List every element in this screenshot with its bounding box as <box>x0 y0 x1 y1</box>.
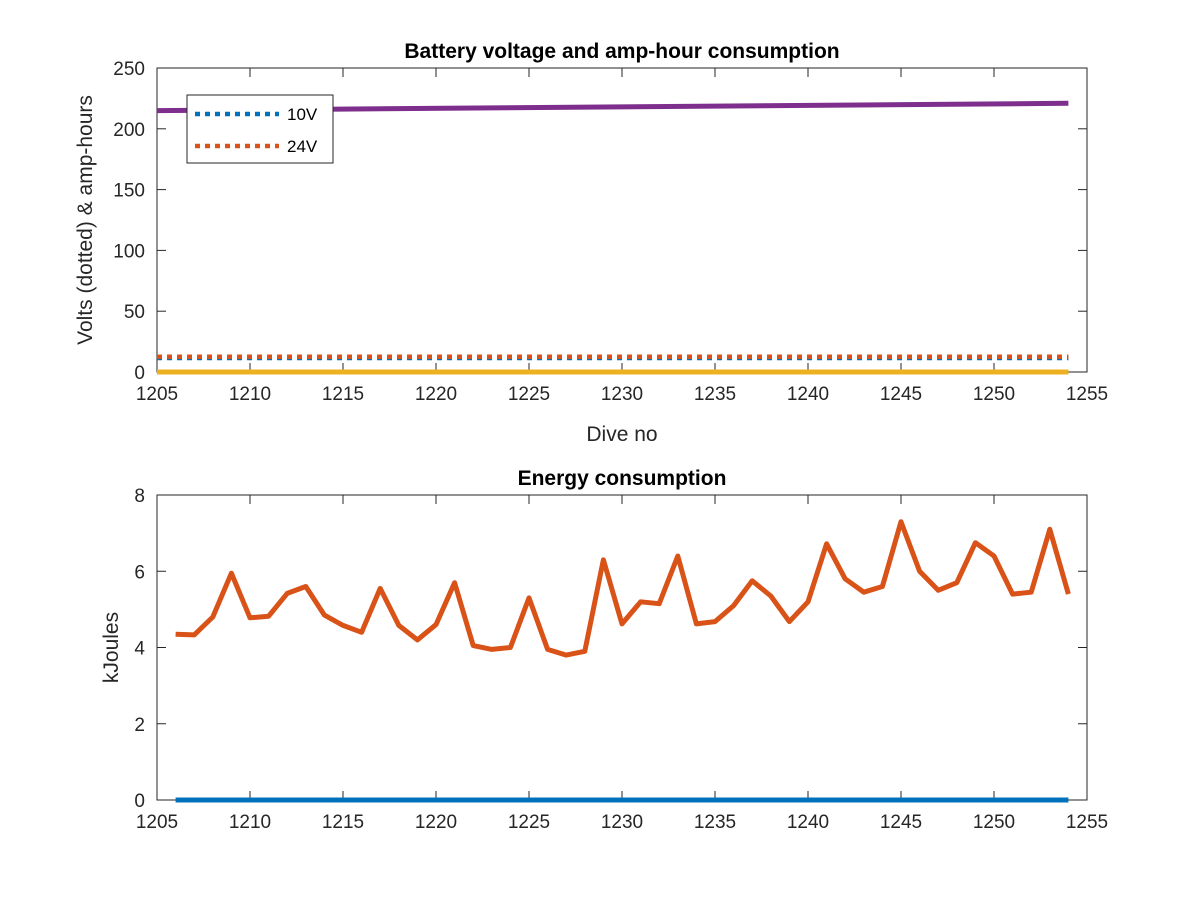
y-tick-label: 100 <box>113 241 145 262</box>
x-tick-label: 1225 <box>508 384 550 405</box>
x-tick-label: 1215 <box>322 812 364 833</box>
x-tick-label: 1235 <box>694 812 736 833</box>
chart-panel-2: 1205 1210 1215 1220 1225 1230 1235 1240 1245 1250… <box>100 467 1108 833</box>
y-tick-label: 0 <box>134 791 145 812</box>
y-tick-label: 2 <box>134 715 145 736</box>
x-tick-label: 1250 <box>973 812 1015 833</box>
y-tick-label: 4 <box>134 639 145 660</box>
x-tick-label: 1240 <box>787 812 829 833</box>
x-tick-label: 1255 <box>1066 384 1108 405</box>
x-tick-label: 1210 <box>229 384 271 405</box>
x-tick-label: 1245 <box>880 384 922 405</box>
y-tick-label: 150 <box>113 181 145 202</box>
y-tick-label: 200 <box>113 120 145 141</box>
legend-label: 24V <box>287 137 318 156</box>
x-tick-label: 1205 <box>136 812 178 833</box>
y-tick-label: 8 <box>134 486 145 507</box>
chart-title: Battery voltage and amp-hour consumption <box>404 40 839 63</box>
chart-panel-1: 1205 1210 1215 1220 1225 1230 1235 1240 1245 1250… <box>74 40 1108 446</box>
x-tick-label: 1230 <box>601 812 643 833</box>
series-line-2 <box>175 519 1071 658</box>
x-tick-label: 1245 <box>880 812 922 833</box>
chart-title: Energy consumption <box>518 467 727 490</box>
x-tick-label: 1230 <box>601 384 643 405</box>
x-tick-label: 1215 <box>322 384 364 405</box>
x-axis-label: Dive no <box>586 423 657 446</box>
y-axis-label: kJoules <box>100 612 123 683</box>
legend: 10V 24V <box>186 94 334 164</box>
x-tick-label: 1205 <box>136 384 178 405</box>
x-tick-label: 1225 <box>508 812 550 833</box>
x-tick-label: 1220 <box>415 384 457 405</box>
legend-label: 10V <box>287 105 318 124</box>
y-tick-label: 6 <box>134 562 145 583</box>
x-tick-label: 1210 <box>229 812 271 833</box>
x-tick-label: 1255 <box>1066 812 1108 833</box>
y-axis-label: Volts (dotted) & amp-hours <box>74 95 97 345</box>
x-tick-label: 1250 <box>973 384 1015 405</box>
x-tick-label: 1235 <box>694 384 736 405</box>
legend-box <box>186 94 334 164</box>
x-tick-label: 1220 <box>415 812 457 833</box>
y-tick-label: 0 <box>134 363 145 384</box>
x-tick-label: 1240 <box>787 384 829 405</box>
axes-box <box>156 494 1088 801</box>
y-tick-label: 250 <box>113 59 145 80</box>
y-tick-label: 50 <box>124 302 145 323</box>
